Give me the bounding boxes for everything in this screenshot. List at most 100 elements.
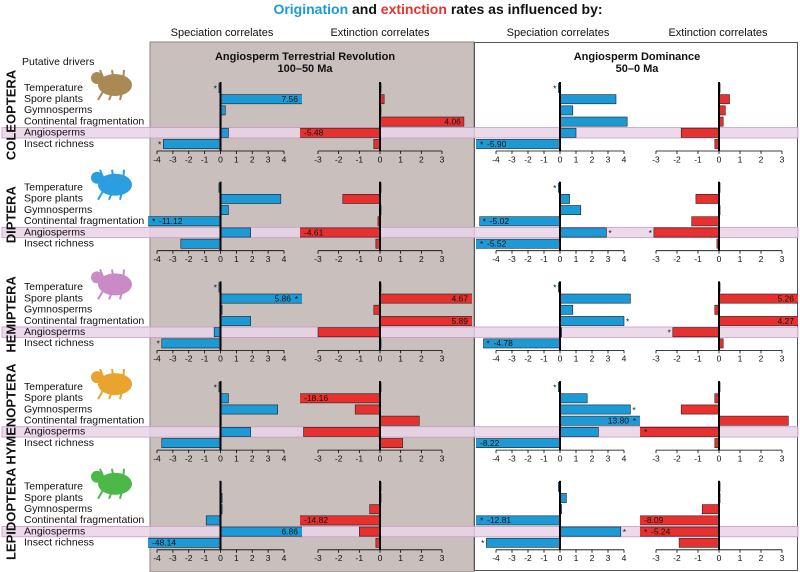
insect-icon [91, 171, 103, 184]
order-title: DIPTERA [3, 186, 18, 244]
x-tick-label: -3 [652, 154, 660, 164]
order-title: COLEOPTERA [3, 69, 18, 160]
insect-icon [99, 169, 106, 183]
bar [220, 227, 251, 238]
insect-icon [97, 486, 106, 500]
x-tick-label: -2 [524, 553, 532, 563]
row-highlight [1, 127, 799, 139]
insect-icon [122, 468, 125, 481]
significance-mark: * [644, 527, 648, 537]
significance-mark: * [295, 294, 299, 304]
x-tick-label: 4 [282, 354, 287, 364]
bar [369, 504, 381, 515]
x-tick-label: 0 [558, 154, 563, 164]
bar [559, 227, 607, 238]
x-tick-label: -2 [673, 354, 681, 364]
x-tick-label: 3 [266, 553, 271, 563]
x-tick-label: 3 [266, 453, 271, 463]
category-label: Gymnosperms [24, 503, 92, 515]
bar [161, 338, 221, 349]
x-tick-label: -1 [540, 154, 548, 164]
bar [559, 94, 617, 105]
insect-icon [122, 269, 125, 282]
x-tick-label: 1 [398, 154, 403, 164]
significance-mark: * [156, 339, 160, 349]
significance-mark: * [553, 283, 557, 293]
x-tick-label: 2 [590, 154, 595, 164]
period-title: Angiosperm Terrestrial Revolution [215, 51, 395, 63]
x-tick-label: 1 [234, 254, 239, 264]
insect-icon [91, 271, 103, 284]
bar [359, 526, 381, 537]
row-highlight [1, 326, 799, 338]
value-label: -48.14 [152, 538, 176, 548]
x-tick-label: 3 [606, 254, 611, 264]
category-label: Spore plants [24, 492, 83, 504]
bar [718, 94, 730, 105]
period-range: 100–50 Ma [277, 63, 333, 75]
x-tick-label: 0 [218, 254, 223, 264]
bar [220, 393, 229, 404]
value-label: -18.16 [304, 393, 328, 403]
x-tick-label: 2 [419, 254, 424, 264]
x-tick-label: -2 [185, 154, 193, 164]
category-label: Spore plants [24, 93, 83, 105]
value-label: -4.78 [494, 338, 514, 348]
x-tick-label: -1 [201, 254, 209, 264]
bar [476, 238, 561, 249]
row-highlight [1, 526, 799, 538]
significance-mark: * [214, 382, 218, 392]
value-label: -11.12 [159, 216, 183, 226]
value-label: 5.26 [777, 293, 794, 303]
x-tick-label: 1 [738, 154, 743, 164]
column-header: Extinction correlates [330, 27, 430, 39]
x-tick-label: 3 [606, 553, 611, 563]
x-tick-label: -4 [153, 154, 161, 164]
bar [559, 194, 570, 204]
x-tick-label: 4 [282, 254, 287, 264]
significance-mark: * [633, 416, 637, 426]
category-label: Insect richness [24, 138, 94, 150]
bar [220, 293, 302, 304]
x-tick-label: -3 [652, 453, 660, 463]
x-tick-label: -3 [169, 254, 177, 264]
bar [672, 327, 720, 338]
bar [680, 127, 720, 138]
x-tick-label: 4 [282, 154, 287, 164]
value-label: -5.24 [651, 526, 671, 536]
drivers-header: Putative drivers [22, 56, 94, 68]
x-tick-label: 3 [266, 354, 271, 364]
x-tick-label: 3 [266, 254, 271, 264]
x-tick-label: -1 [201, 354, 209, 364]
insect-icon [111, 468, 115, 481]
bar [317, 327, 381, 338]
x-tick-label: 2 [250, 453, 255, 463]
insect-icon [91, 72, 103, 84]
x-tick-label: 3 [440, 254, 445, 264]
category-label: Continental fragmentation [24, 315, 144, 327]
x-tick-label: 4 [282, 453, 287, 463]
insect-icon [122, 369, 125, 382]
insect-icon [119, 187, 124, 200]
category-label: Spore plants [24, 292, 83, 304]
x-tick-label: -3 [508, 254, 516, 264]
bar [559, 116, 628, 127]
bar [180, 238, 221, 249]
significance-mark: * [158, 139, 162, 149]
x-tick-label: -2 [673, 553, 681, 563]
significance-mark: * [608, 228, 612, 238]
x-tick-label: -3 [508, 553, 516, 563]
x-tick-label: -3 [508, 154, 516, 164]
insect-icon [91, 470, 103, 483]
category-label: Angiosperms [24, 226, 85, 238]
insect-icon [122, 169, 125, 182]
order-title: HEMIPTERA [3, 276, 18, 353]
x-tick-label: 2 [250, 154, 255, 164]
bar [701, 504, 720, 515]
value-label: -8.22 [480, 438, 500, 448]
insect-icon [108, 386, 115, 400]
category-label: Continental fragmentation [24, 215, 144, 227]
x-tick-label: 1 [398, 354, 403, 364]
x-tick-label: 1 [738, 553, 743, 563]
